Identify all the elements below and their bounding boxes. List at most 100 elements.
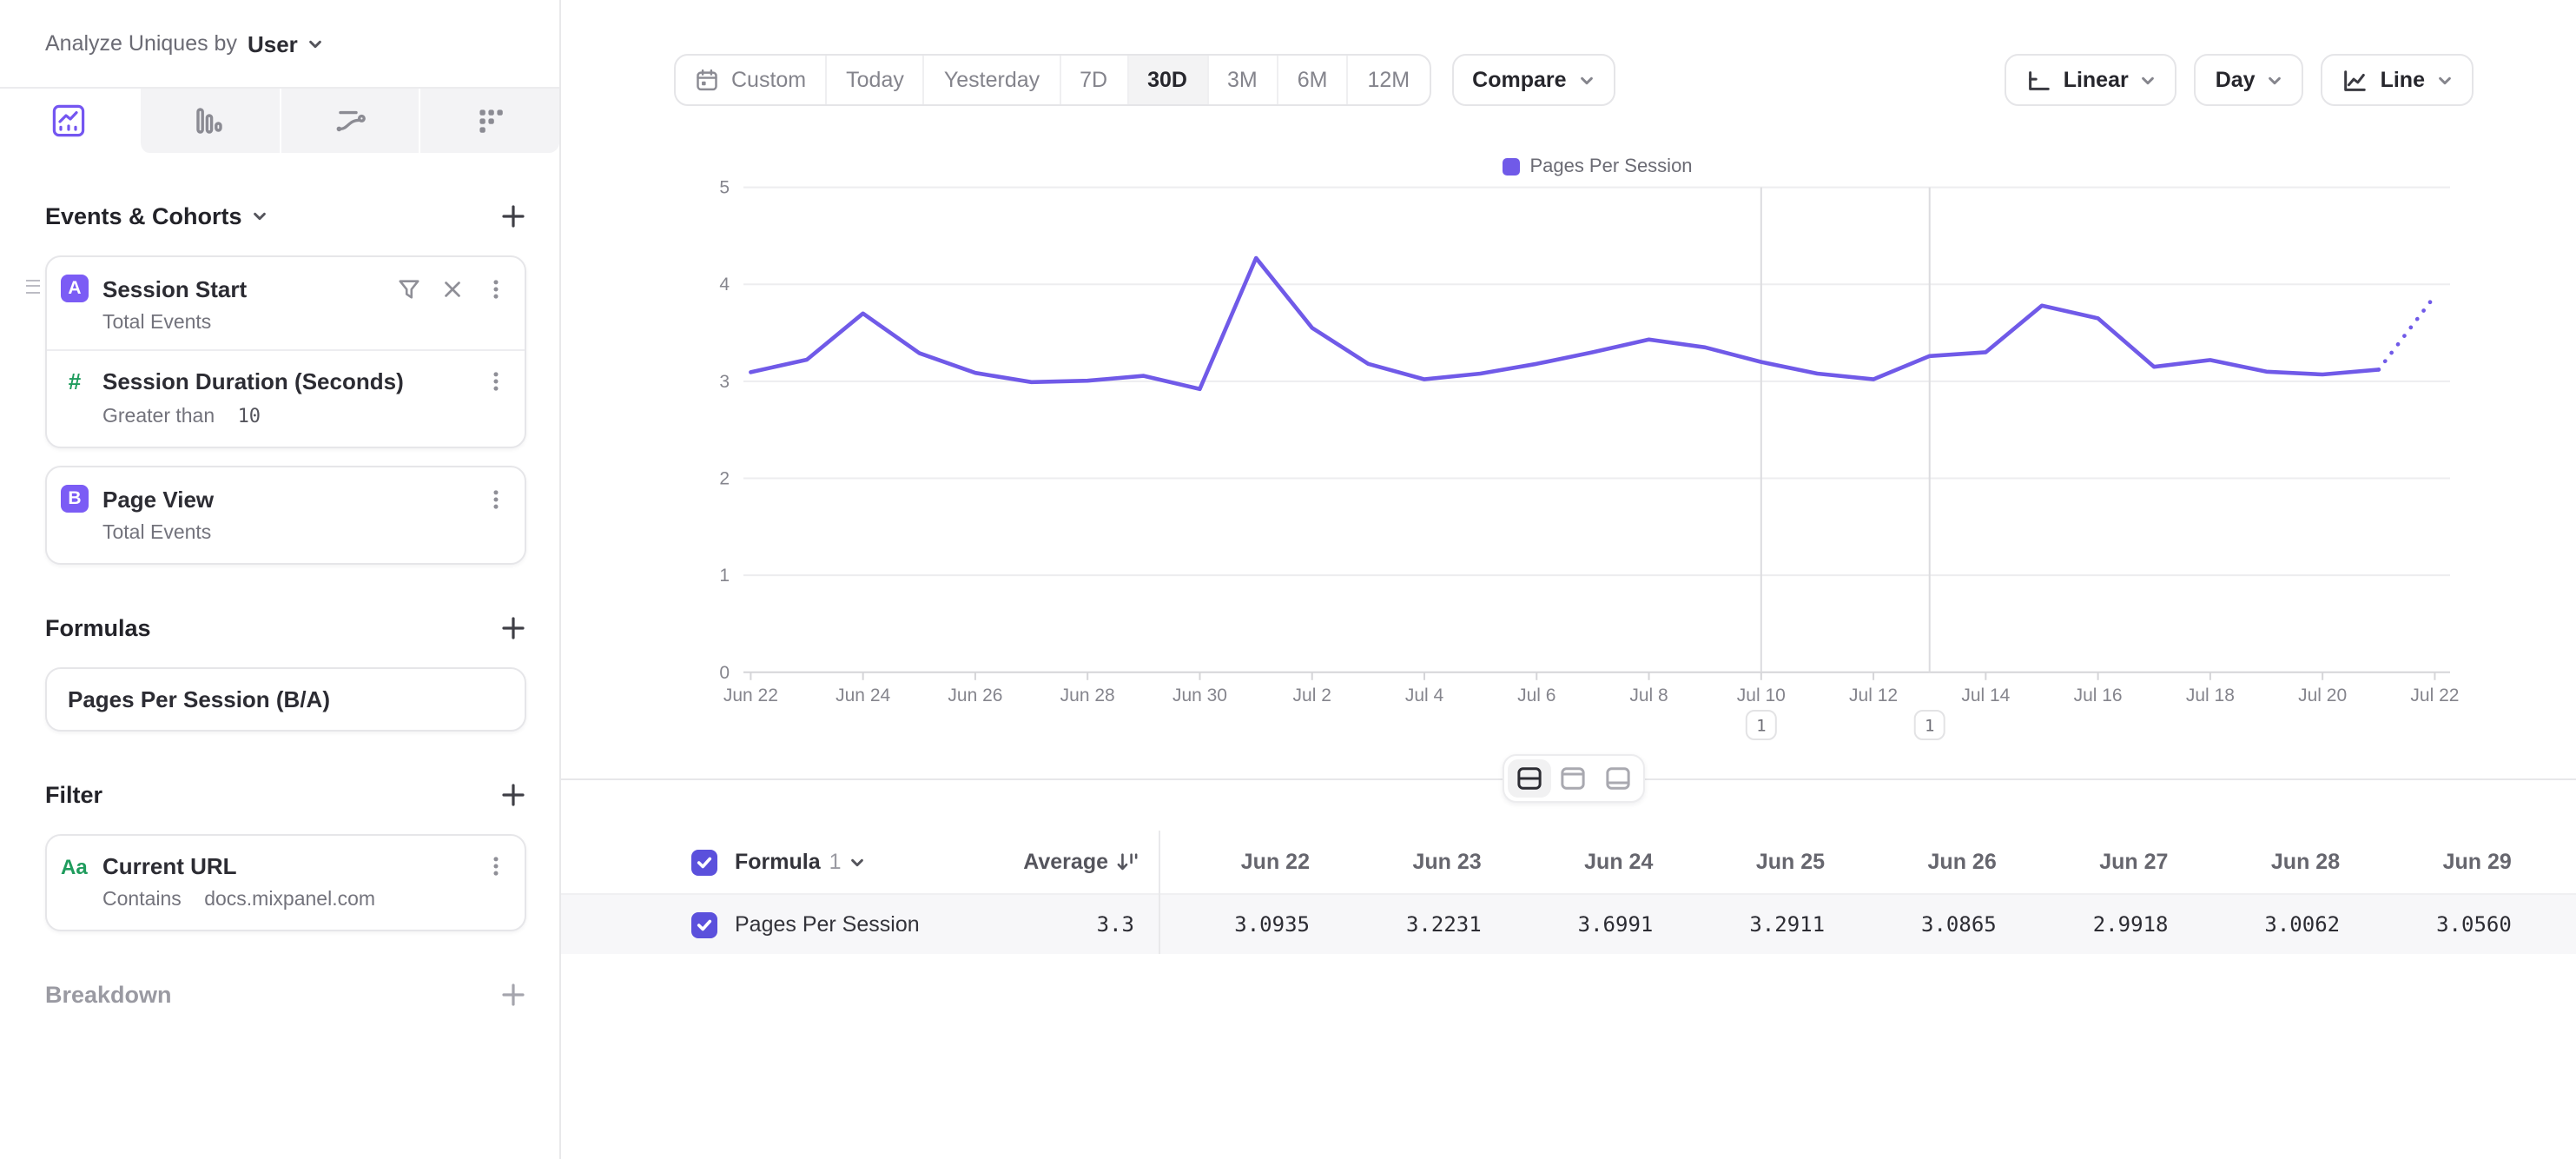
tab-flows[interactable] [279,89,419,153]
x-axis-tick-label: Jul 14 [1961,685,2010,705]
kebab-menu-icon[interactable] [485,855,507,878]
annotation-count: 1 [1925,717,1934,736]
filter-funnel-icon[interactable] [398,277,420,300]
filter-card-current-url[interactable]: Aa Current URL Contains docs.mixpanel.co… [45,834,526,931]
cell-value: 3.0935 [1234,912,1310,937]
chart-type-tabs [0,89,559,153]
date-column-header[interactable]: Jun 24 [1584,850,1654,874]
kebab-menu-icon[interactable] [485,277,507,300]
annotation-marker[interactable] [1913,710,1945,740]
filter-name[interactable]: Current URL [102,853,237,879]
event-card-session-start[interactable]: A Session Start Total Events # Session D… [26,255,526,448]
session-line-chart[interactable]: 0 1 2 3 4 5 1 1 Jun 22 Jun 24 Jun 26 Jun 28 Jun 30 Ju… [561,0,2576,765]
query-builder-content: Events & Cohorts A Session Start Total E… [0,203,559,1008]
sort-icon[interactable] [1117,851,1138,872]
filter-operator[interactable]: Contains [102,890,182,911]
x-axis-tick-label: Jun 22 [723,685,778,705]
date-column-header[interactable]: Jun 22 [1240,850,1310,874]
range-yesterday[interactable]: Yesterday [922,56,1059,104]
chevron-down-icon [309,39,322,48]
divider [47,349,525,351]
add-breakdown-button[interactable] [500,982,526,1008]
date-column-header[interactable]: Jun 28 [2270,850,2341,874]
filter-condition[interactable]: Contains docs.mixpanel.com [102,890,525,930]
drag-handle-icon[interactable] [26,280,40,297]
series-line[interactable] [749,255,2381,392]
range-30d[interactable]: 30D [1126,56,1206,104]
kebab-menu-icon[interactable] [485,487,507,510]
range-today[interactable]: Today [825,56,923,104]
event-badge-a: A [61,275,89,302]
analyze-uniques-value[interactable]: User [247,30,298,56]
date-column-header[interactable]: Jun 23 [1412,850,1482,874]
layout-split-view-button[interactable] [1508,759,1552,798]
range-7d[interactable]: 7D [1059,56,1126,104]
range-custom[interactable]: Custom [676,56,825,104]
cell-value: 3.2911 [1749,912,1826,937]
property-filter-condition[interactable]: Greater than 10 [102,405,525,447]
scale-selector-button[interactable]: Linear [2004,54,2177,106]
filter-value[interactable]: docs.mixpanel.com [204,890,376,911]
select-all-checkbox[interactable] [691,849,717,875]
kebab-menu-icon[interactable] [485,370,507,393]
string-property-icon: Aa [61,854,88,878]
tab-metrics-grid[interactable] [419,89,559,153]
line-chart-icon [53,104,85,137]
chevron-down-icon[interactable] [253,209,268,224]
split-view-icon [1517,767,1542,790]
date-column-header[interactable]: Jun 27 [2099,850,2169,874]
property-filter-value[interactable]: 10 [237,405,261,427]
event-card-page-view[interactable]: B Page View Total Events [45,466,526,565]
layout-chart-only-button[interactable] [1552,759,1596,798]
flows-icon [336,110,366,132]
cell-value: 3.6991 [1577,912,1654,937]
date-column-header[interactable]: Jun 25 [1755,850,1826,874]
formula-name[interactable]: Pages Per Session (B/A) [68,686,330,712]
formula-card[interactable]: Pages Per Session (B/A) [45,667,526,732]
compare-button[interactable]: Compare [1451,54,1615,106]
series-line-projected [2376,294,2437,372]
range-3m[interactable]: 3M [1206,56,1277,104]
add-filter-button[interactable] [500,782,526,808]
add-formula-button[interactable] [500,615,526,641]
event-measure[interactable]: Total Events [102,523,212,544]
average-column-header[interactable]: Average [961,850,1138,874]
query-builder-sidebar: Analyze Uniques by User [0,0,561,1159]
report-main-area: Custom Today Yesterday 7D 30D 3M 6M 12M Compare… [561,0,2576,1159]
row-checkbox[interactable] [691,911,717,937]
annotation-marker[interactable] [1745,710,1777,740]
formula-group-selector[interactable]: Formula 1 [735,850,866,874]
y-axis-tick-label: 2 [719,469,730,489]
add-event-button[interactable] [500,203,526,229]
chevron-down-icon [2269,76,2282,84]
event-measure[interactable]: Total Events [102,313,212,334]
tab-bar-chart[interactable] [138,89,279,153]
chart-type-selector-button[interactable]: Line [2321,54,2474,106]
x-axis-tick-label: Jun 24 [836,685,890,705]
analyze-uniques-header: Analyze Uniques by User [0,0,559,89]
compare-label: Compare [1472,68,1567,92]
grid-dots-icon [479,109,503,133]
layout-toggle-group [1503,754,1645,803]
interval-selector-button[interactable]: Day [2194,54,2304,106]
property-filter-name[interactable]: Session Duration (Seconds) [102,368,404,394]
tab-insights-line[interactable] [0,89,139,153]
close-icon[interactable] [441,277,464,300]
chart-legend[interactable]: Pages Per Session [743,156,2451,177]
event-name[interactable]: Session Start [102,275,248,301]
range-6m[interactable]: 6M [1276,56,1347,104]
layout-table-only-button[interactable] [1595,759,1640,798]
table-row-pages-per-session[interactable]: Pages Per Session 3.3 3.0935 3.2231 3.6991… [561,895,2576,954]
date-column-header[interactable]: Jun 26 [1927,850,1997,874]
chart-type-label: Line [2380,68,2425,92]
property-filter-operator[interactable]: Greater than [102,407,215,427]
row-series-label: Pages Per Session [735,912,920,937]
date-column-header[interactable]: Jun 29 [2442,850,2512,874]
y-axis-tick-label: 0 [719,663,730,683]
formulas-heading: Formulas [45,615,526,641]
legend-color-swatch [1502,158,1520,176]
cell-value: 3.0865 [1921,912,1997,937]
table-column-divider [1159,831,1160,954]
range-12m[interactable]: 12M [1346,56,1430,104]
event-name[interactable]: Page View [102,486,215,512]
